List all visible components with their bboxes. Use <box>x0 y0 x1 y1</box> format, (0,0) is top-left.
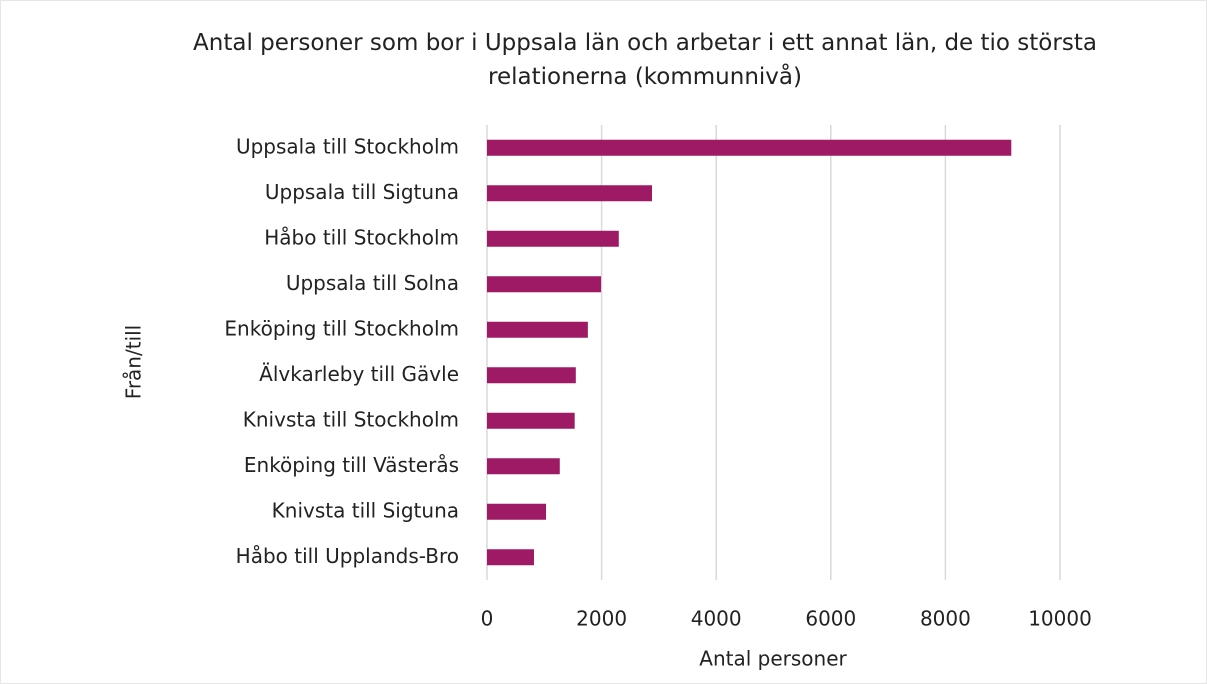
y-tick-label: Älvkarleby till Gävle <box>259 362 459 386</box>
bar <box>487 503 547 520</box>
x-tick-label: 6000 <box>805 607 856 631</box>
bar <box>487 412 575 429</box>
x-tick-label: 8000 <box>920 607 971 631</box>
y-tick-label: Håbo till Upplands-Bro <box>236 544 459 568</box>
y-tick-label: Håbo till Stockholm <box>264 225 459 249</box>
bar <box>487 185 653 202</box>
x-tick-label: 2000 <box>576 607 627 631</box>
x-tick-label: 4000 <box>691 607 742 631</box>
bar <box>487 139 1012 156</box>
y-tick-label: Knivsta till Stockholm <box>243 407 459 431</box>
bar <box>487 367 576 384</box>
y-tick-label: Knivsta till Sigtuna <box>272 498 459 522</box>
x-tick-label: 10000 <box>1028 607 1092 631</box>
bar <box>487 458 560 475</box>
chart-title: Antal personer som bor i Uppsala län och… <box>193 30 1097 90</box>
bar <box>487 276 602 293</box>
x-tick-label: 0 <box>481 607 494 631</box>
y-tick-label: Uppsala till Solna <box>286 271 459 295</box>
x-axis-label: Antal personer <box>699 647 847 671</box>
y-tick-label: Enköping till Västerås <box>244 453 459 477</box>
bar <box>487 321 588 338</box>
y-tick-label: Uppsala till Stockholm <box>236 134 459 158</box>
bar <box>487 549 534 566</box>
y-axis-label: Från/till <box>122 325 146 399</box>
y-tick-label: Enköping till Stockholm <box>224 316 459 340</box>
bar <box>487 230 619 247</box>
y-tick-label: Uppsala till Sigtuna <box>265 180 459 204</box>
